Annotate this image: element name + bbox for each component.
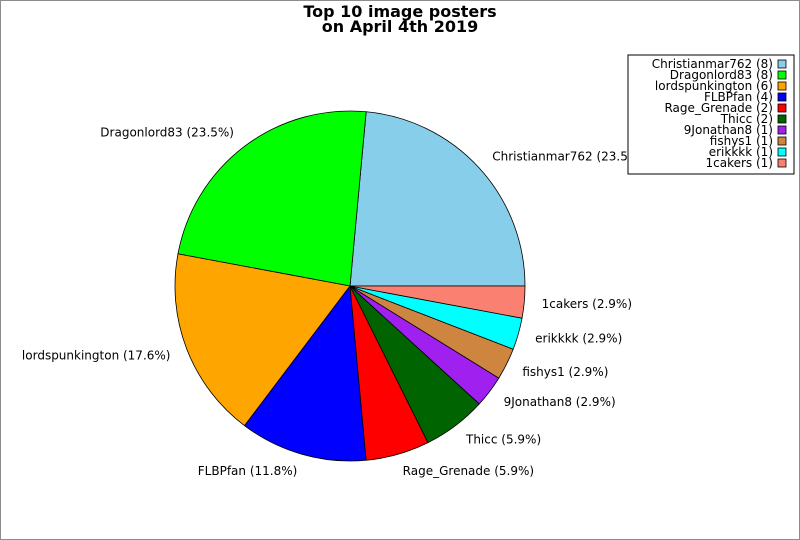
pie-slice-dragonlord83 [177, 110, 367, 287]
legend-box [627, 54, 795, 175]
legend-label-dragonlord83: Dragonlord83 (8) [670, 68, 773, 82]
legend-swatch-flbpfan [777, 92, 787, 102]
slice-label-dragonlord83: Dragonlord83 (23.5%) [100, 125, 234, 139]
slice-label-lordspunkington: lordspunkington (17.6%) [22, 349, 171, 363]
pie-slice-christianmar762 [349, 111, 526, 287]
legend-label-erikkkk: erikkkk (1) [709, 145, 773, 159]
slice-label-erikkkk: erikkkk (2.9%) [535, 332, 622, 346]
legend-label-9jonathan8: 9Jonathan8 (1) [684, 123, 773, 137]
chart-title-line-2: on April 4th 2019 [322, 17, 479, 36]
slice-labels: Christianmar762 (23.5%) Dragonlord83 (23.… [22, 125, 644, 478]
legend-swatch-9jonathan8 [777, 125, 787, 135]
legend-swatch-christianmar762 [777, 59, 787, 69]
legend-swatch-lordspunkington [777, 81, 787, 91]
legend: Christianmar762 (8)Dragonlord83 (8)lords… [627, 54, 795, 175]
legend-label-flbpfan: FLBPfan (4) [704, 90, 773, 104]
slice-label-fishys1: fishys1 (2.9%) [522, 365, 608, 379]
legend-swatch-dragonlord83 [777, 70, 787, 80]
legend-label-thicc: Thicc (2) [720, 112, 773, 126]
legend-swatch-rage-grenade [777, 103, 787, 113]
legend-swatch-thicc [777, 114, 787, 124]
slice-label-christianmar762: Christianmar762 (23.5%) [492, 149, 644, 163]
legend-label-lordspunkington: lordspunkington (6) [655, 79, 773, 93]
slice-label-flbpfan: FLBPfan (11.8%) [198, 464, 298, 478]
legend-swatch-1cakers [777, 158, 787, 168]
legend-label-christianmar762: Christianmar762 (8) [652, 57, 773, 71]
legend-swatch-fishys1 [777, 136, 787, 146]
legend-label-1cakers: 1cakers (1) [706, 156, 774, 170]
slice-label-thicc: Thicc (5.9%) [465, 433, 541, 447]
legend-label-fishys1: fishys1 (1) [710, 134, 773, 148]
pie-slices [174, 110, 526, 462]
legend-swatch-erikkkk [777, 147, 787, 157]
pie-slice-1cakers [349, 285, 526, 319]
chart-title-line-1: Top 10 image posters [303, 2, 496, 21]
slice-label-9jonathan8: 9Jonathan8 (2.9%) [504, 395, 616, 409]
slice-label-1cakers: 1cakers (2.9%) [542, 297, 632, 311]
pie-slice-flbpfan [243, 284, 367, 462]
slice-label-rage-grenade: Rage_Grenade (5.9%) [403, 464, 534, 478]
pie-slice-lordspunkington [174, 253, 351, 427]
legend-label-rage-grenade: Rage_Grenade (2) [664, 101, 773, 115]
